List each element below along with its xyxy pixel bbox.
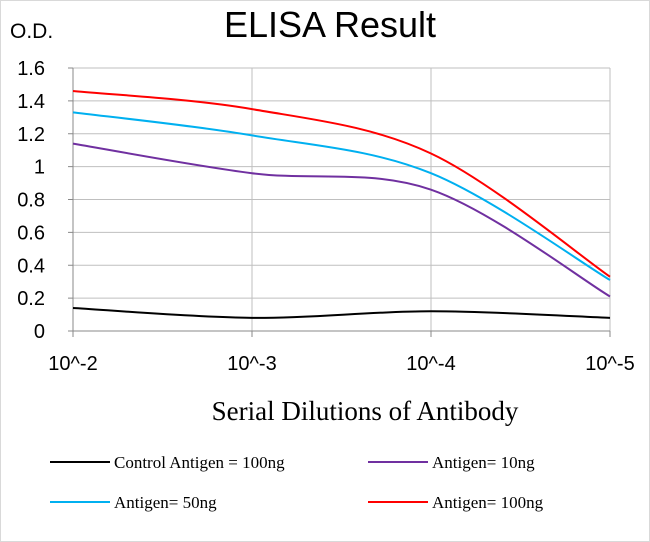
x-tick-label: 10^-3 [227, 353, 276, 375]
series-lines [72, 90, 611, 319]
x-tick-label: 10^-2 [48, 353, 97, 375]
legend: Control Antigen = 100ng Antigen= 10ng Anti… [50, 453, 544, 512]
y-axis-label: O.D. [10, 20, 53, 43]
legend-label: Antigen= 50ng [114, 493, 217, 512]
series-line [72, 111, 611, 281]
y-tick-label: 1.6 [17, 58, 45, 80]
legend-label: Antigen= 10ng [432, 453, 535, 472]
y-tick-label: 1 [34, 157, 45, 179]
y-tick-label: 0.2 [17, 288, 45, 310]
x-tick-labels: 10^-2 10^-3 10^-4 10^-5 [48, 353, 634, 375]
y-tick-label: 1.2 [17, 124, 45, 146]
x-tick-label: 10^-4 [406, 353, 455, 375]
series-line [72, 142, 611, 298]
y-tick-label: 0 [34, 321, 45, 343]
series-line [72, 306, 611, 319]
y-tick-label: 0.8 [17, 190, 45, 212]
series-line [72, 90, 611, 278]
legend-label: Antigen= 100ng [432, 493, 544, 512]
y-tick-label: 0.6 [17, 222, 45, 244]
y-tick-labels: 0 0.2 0.4 0.6 0.8 1 1.2 1.4 1.6 [17, 58, 45, 343]
gridlines [73, 67, 611, 331]
y-tick-label: 1.4 [17, 91, 45, 113]
x-axis-label: Serial Dilutions of Antibody [212, 396, 519, 426]
x-tick-label: 10^-5 [585, 353, 634, 375]
axes [68, 67, 611, 337]
legend-label: Control Antigen = 100ng [114, 453, 285, 472]
chart-title: ELISA Result [224, 4, 436, 45]
y-tick-label: 0.4 [17, 255, 45, 277]
